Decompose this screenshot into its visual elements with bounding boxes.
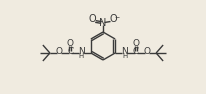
Text: −: − [115, 14, 120, 19]
Text: N: N [99, 19, 107, 28]
Text: O: O [67, 39, 74, 48]
Text: C: C [67, 47, 74, 56]
Text: O: O [143, 47, 150, 56]
Text: O: O [110, 14, 117, 24]
Text: H: H [122, 53, 127, 58]
Text: O: O [56, 47, 63, 56]
Text: N: N [78, 47, 85, 56]
Text: C: C [132, 47, 139, 56]
Text: H: H [79, 53, 84, 58]
Text: N: N [121, 47, 128, 56]
Text: O: O [132, 39, 139, 48]
Text: O: O [89, 14, 96, 24]
